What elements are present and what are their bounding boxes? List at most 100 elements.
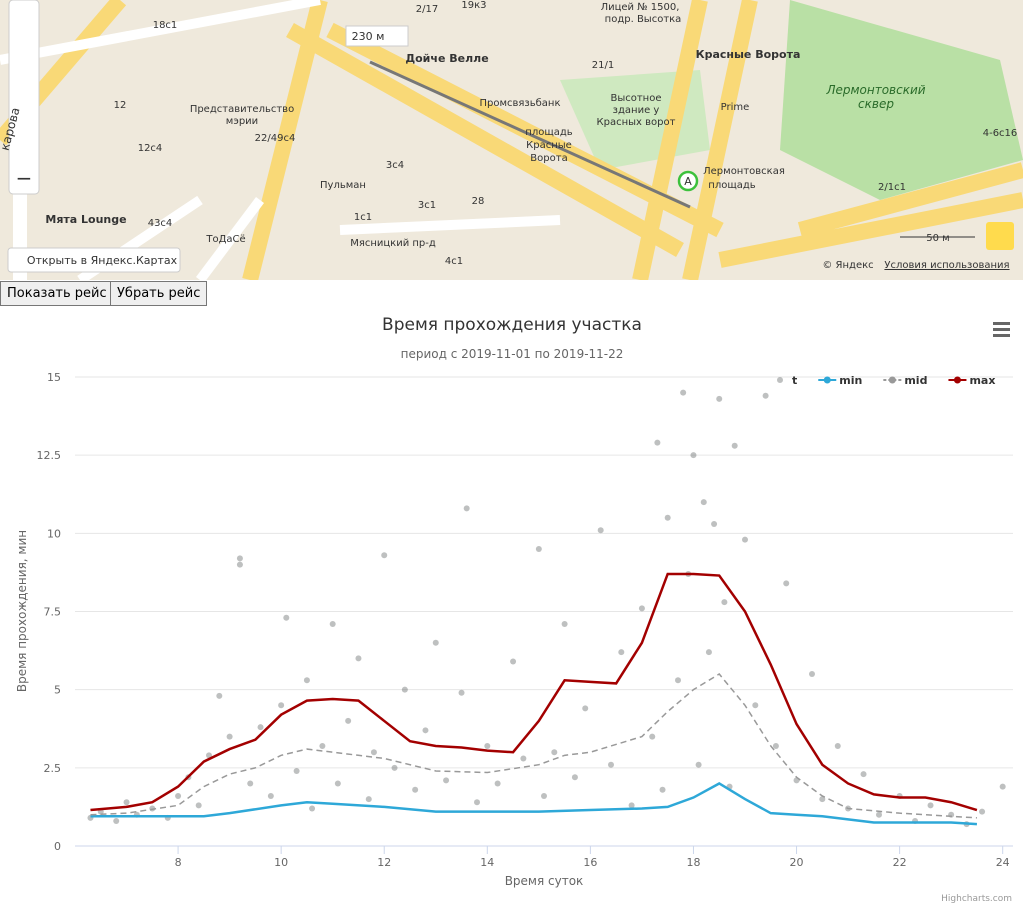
point — [458, 689, 465, 696]
point — [236, 561, 243, 568]
map-label: Высотное — [610, 93, 661, 104]
line-max — [90, 572, 978, 812]
point — [597, 527, 604, 534]
point — [541, 792, 547, 799]
point — [649, 733, 656, 740]
legend-label: t — [792, 374, 797, 387]
y-tick-label: 0 — [54, 840, 61, 853]
map-label: Красные Ворота — [696, 48, 801, 61]
map-label: Мята Lounge — [45, 213, 126, 226]
zoom-out[interactable]: − — [16, 166, 33, 190]
point — [819, 796, 826, 803]
point — [561, 621, 568, 628]
point — [608, 761, 614, 768]
point — [721, 599, 728, 606]
map-label: Дойче Велле — [405, 52, 488, 65]
point — [675, 677, 681, 684]
map: A 230 м − Открыть в Яндекс.Картах 50 м ©… — [0, 0, 1023, 280]
point — [381, 552, 388, 559]
point — [783, 580, 790, 587]
point — [195, 802, 202, 809]
point — [638, 605, 645, 612]
point — [535, 545, 542, 552]
map-label: площадь — [525, 127, 573, 138]
menu[interactable] — [993, 322, 1010, 337]
map-label: подр. Высотка — [605, 14, 682, 25]
map-label: Лицей № 1500, — [601, 2, 680, 13]
point — [876, 811, 882, 818]
legend-item[interactable]: max — [948, 374, 995, 387]
point — [443, 777, 450, 784]
map-label: 2/17 — [416, 4, 438, 15]
menu-bar[interactable] — [993, 328, 1010, 331]
ruler[interactable] — [986, 222, 1014, 250]
map-label: 3с1 — [418, 200, 436, 211]
open-link[interactable]: Открыть в Яндекс.Картах — [27, 254, 178, 267]
point — [236, 555, 243, 562]
map-label: 18с1 — [153, 20, 178, 31]
credits[interactable]: Highcharts.com — [941, 894, 1012, 903]
chart-subtitle: период с 2019-11-01 по 2019-11-22 — [401, 347, 624, 361]
open-link-box[interactable] — [7, 247, 181, 273]
map-label: 12 — [114, 100, 127, 111]
point — [809, 671, 815, 678]
point — [927, 802, 934, 809]
legend-symbol — [953, 376, 961, 384]
chart-title: Время прохождения участка — [382, 315, 642, 335]
point — [257, 724, 264, 731]
copyright: © Яндекс — [822, 260, 873, 271]
map-label: Красные — [526, 140, 572, 151]
x-tick-label: 8 — [175, 856, 182, 869]
point — [365, 796, 372, 803]
map-label: Ворота — [530, 153, 567, 164]
y-axis-title: Время прохождения, мин — [15, 530, 29, 692]
point — [731, 442, 738, 449]
chart: Время прохождения участка период с 2019-… — [15, 315, 1013, 903]
point — [432, 639, 439, 646]
point — [303, 677, 310, 684]
point — [309, 805, 316, 812]
y-tick-label: 15 — [47, 371, 61, 384]
map-label: Красных ворот — [597, 117, 676, 128]
map-label: ТоДаСё — [205, 234, 245, 245]
map-label: Представительство — [190, 104, 294, 115]
marker-label: A — [684, 175, 692, 188]
point — [319, 742, 326, 749]
legend-item[interactable]: mid — [883, 374, 927, 387]
line-mid — [90, 673, 977, 819]
point — [695, 761, 702, 768]
point — [860, 771, 867, 778]
roads — [0, 0, 1023, 280]
map-label: 43с4 — [148, 218, 173, 229]
map-label: площадь — [708, 180, 756, 191]
legend-item[interactable]: min — [818, 374, 862, 387]
x-tick-label: 12 — [377, 856, 391, 869]
point — [370, 749, 377, 756]
route — [369, 60, 691, 209]
map-label: 4с1 — [445, 256, 463, 267]
map-label: 1с1 — [354, 212, 372, 223]
zoom-control[interactable] — [8, 0, 40, 195]
menu-bar[interactable] — [993, 334, 1010, 337]
show-button[interactable]: Показать рейс — [0, 281, 114, 306]
point — [705, 649, 712, 656]
map-label: Мясницкий пр-д — [350, 238, 436, 249]
menu-bar[interactable] — [993, 322, 1010, 325]
point — [571, 774, 578, 781]
distance-box — [345, 25, 409, 47]
x-tick-label: 16 — [583, 856, 597, 869]
point — [391, 764, 398, 771]
point — [334, 780, 341, 787]
x-tick-label: 14 — [480, 856, 494, 869]
point — [401, 686, 408, 693]
point — [355, 655, 362, 662]
point — [113, 817, 120, 824]
terms[interactable]: Условия использования — [884, 260, 1009, 271]
distance: 230 м — [352, 30, 385, 43]
y-tick-label: 7.5 — [44, 606, 62, 619]
legend-item[interactable]: t — [777, 374, 797, 387]
hide-button[interactable]: Убрать рейс — [110, 281, 208, 306]
point — [680, 389, 687, 396]
point — [654, 439, 661, 446]
